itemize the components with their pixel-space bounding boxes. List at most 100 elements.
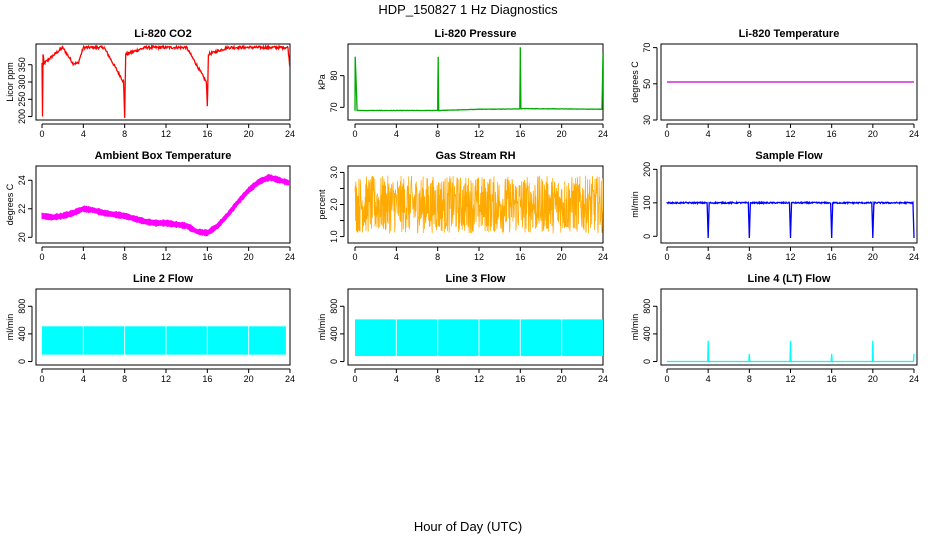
panel-title: Line 4 (LT) Flow xyxy=(748,273,831,285)
x-tick-label: 8 xyxy=(122,252,127,262)
panel-4: Ambient Box Temperature 0 4 8 12 16 20 24 20 22 24… xyxy=(5,150,295,262)
panel-title: Gas Stream RH xyxy=(435,150,515,162)
y-tick-label: 2.0 xyxy=(329,198,339,211)
series-group xyxy=(354,47,603,112)
x-tick-label: 20 xyxy=(557,252,567,262)
panel-title: Li-820 CO2 xyxy=(134,28,191,40)
y-tick-label: 22 xyxy=(17,204,27,214)
y-axis-label: ml/min xyxy=(317,314,327,341)
x-tick-label: 12 xyxy=(161,252,171,262)
x-tick-label: 8 xyxy=(122,374,127,384)
panel-title: Sample Flow xyxy=(755,150,823,162)
plot-frame xyxy=(35,165,291,244)
x-tick-label: 20 xyxy=(557,129,567,139)
y-tick-label: 200 xyxy=(642,162,652,177)
y-tick-label: 100 xyxy=(642,195,652,210)
x-tick-label: 20 xyxy=(244,129,254,139)
series-group xyxy=(666,200,915,239)
x-tick-label: 16 xyxy=(515,252,525,262)
x-axis: 0 4 8 12 16 20 24 xyxy=(664,123,919,139)
x-axis: 0 4 8 12 16 20 24 xyxy=(352,123,608,139)
y-tick-label: 3.0 xyxy=(329,166,339,179)
x-tick-label: 0 xyxy=(664,374,669,384)
y-tick-label: 800 xyxy=(329,299,339,314)
x-tick-label: 20 xyxy=(244,374,254,384)
y-axis-label: kPa xyxy=(317,74,327,90)
x-tick-label: 12 xyxy=(785,252,795,262)
series-group xyxy=(41,174,290,237)
y-axis-label: ml/min xyxy=(630,314,640,341)
x-tick-label: 24 xyxy=(285,129,295,139)
y-tick-label: 30 xyxy=(642,115,652,125)
x-tick-label: 4 xyxy=(706,252,711,262)
y-tick-label: 80 xyxy=(329,71,339,81)
x-tick-label: 8 xyxy=(435,374,440,384)
x-axis: 0 4 8 12 16 20 24 xyxy=(664,368,919,384)
series-line xyxy=(667,340,915,363)
plot-frame xyxy=(660,165,918,244)
y-tick-label: 70 xyxy=(642,43,652,53)
plot-frame xyxy=(660,43,918,121)
x-tick-label: 12 xyxy=(161,129,171,139)
x-tick-label: 4 xyxy=(81,374,86,384)
x-axis: 0 4 8 12 16 20 24 xyxy=(39,368,295,384)
x-tick-label: 20 xyxy=(244,252,254,262)
panel-title: Ambient Box Temperature xyxy=(95,150,232,162)
x-tick-label: 12 xyxy=(474,374,484,384)
x-tick-label: 24 xyxy=(285,374,295,384)
x-tick-label: 8 xyxy=(435,129,440,139)
x-tick-label: 24 xyxy=(909,374,919,384)
x-axis: 0 4 8 12 16 20 24 xyxy=(664,246,919,262)
x-tick-label: 20 xyxy=(868,374,878,384)
panel-6: Sample Flow 0 4 8 12 16 20 24 0 100 200 ml/min xyxy=(630,150,919,262)
x-tick-label: 4 xyxy=(81,252,86,262)
x-tick-label: 0 xyxy=(39,374,44,384)
x-tick-label: 24 xyxy=(285,252,295,262)
y-tick-label: 350 xyxy=(17,57,27,72)
figure-title: HDP_150827 1 Hz Diagnostics xyxy=(378,2,558,17)
x-tick-label: 0 xyxy=(39,252,44,262)
y-axis-label: degrees C xyxy=(5,183,15,225)
x-tick-label: 0 xyxy=(39,129,44,139)
series-line xyxy=(354,47,603,112)
x-tick-label: 16 xyxy=(515,129,525,139)
y-axis-label: ml/min xyxy=(630,191,640,218)
series-band xyxy=(41,174,290,237)
x-axis: 0 4 8 12 16 20 24 xyxy=(352,368,608,384)
plot-frame xyxy=(35,43,291,121)
x-tick-label: 16 xyxy=(827,129,837,139)
x-tick-label: 0 xyxy=(352,374,357,384)
x-tick-label: 4 xyxy=(394,252,399,262)
y-axis-label: degrees C xyxy=(630,61,640,103)
series-group xyxy=(41,44,290,118)
series-group xyxy=(355,319,603,357)
x-tick-label: 16 xyxy=(515,374,525,384)
x-tick-label: 4 xyxy=(394,129,399,139)
x-tick-label: 4 xyxy=(394,374,399,384)
series-area xyxy=(42,326,286,355)
x-tick-label: 0 xyxy=(664,252,669,262)
x-tick-label: 8 xyxy=(747,374,752,384)
series-group xyxy=(667,340,915,363)
series-line xyxy=(666,200,915,239)
panel-title: Li-820 Pressure xyxy=(435,28,517,40)
y-tick-label: 50 xyxy=(642,79,652,89)
x-tick-label: 24 xyxy=(598,129,608,139)
series-scatter xyxy=(354,175,603,234)
x-tick-label: 20 xyxy=(868,129,878,139)
panel-title: Line 3 Flow xyxy=(446,273,506,285)
y-tick-label: 400 xyxy=(329,326,339,341)
y-tick-label: 400 xyxy=(642,326,652,341)
x-tick-label: 8 xyxy=(122,129,127,139)
x-tick-label: 24 xyxy=(598,374,608,384)
